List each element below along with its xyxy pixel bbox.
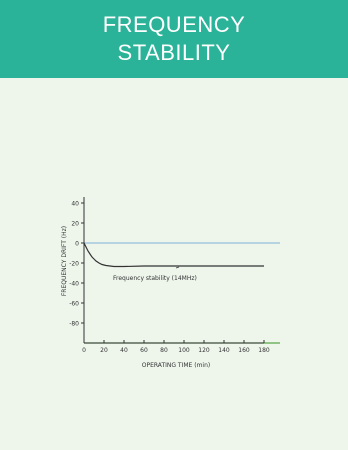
title-banner: FREQUENCY STABILITY — [0, 0, 348, 78]
annotation-pointer — [175, 266, 180, 269]
y-tick-label: -40 — [69, 281, 79, 288]
title-line-2: STABILITY — [117, 40, 231, 65]
x-tick-label: 120 — [198, 347, 210, 354]
chart-panel — [0, 78, 348, 450]
y-tick-label: -80 — [69, 321, 79, 328]
x-tick-label: 60 — [140, 347, 148, 354]
x-tick-label: 40 — [120, 347, 128, 354]
y-tick-label: 40 — [71, 201, 79, 208]
x-tick-label: 100 — [178, 347, 190, 354]
annotation-label: Frequency stability (14MHz) — [113, 275, 197, 282]
x-tick-label: 180 — [258, 347, 270, 354]
title-line-1: FREQUENCY — [102, 12, 246, 37]
x-tick-label: 140 — [218, 347, 230, 354]
y-tick-label: -60 — [69, 301, 79, 308]
y-tick-label: -20 — [69, 261, 79, 268]
x-tick-label: 160 — [238, 347, 250, 354]
x-tick-label: 80 — [160, 347, 168, 354]
x-tick-label: 0 — [82, 347, 86, 354]
x-axis-label: OPERATING TIME (min) — [142, 362, 210, 369]
y-tick-label: 0 — [75, 241, 79, 248]
stability-curve-0 — [83, 242, 264, 268]
y-axis-label: FREQUENCY DRIFT (Hz) — [61, 226, 68, 296]
y-tick-label: 20 — [71, 221, 79, 228]
x-tick-label: 20 — [100, 347, 108, 354]
